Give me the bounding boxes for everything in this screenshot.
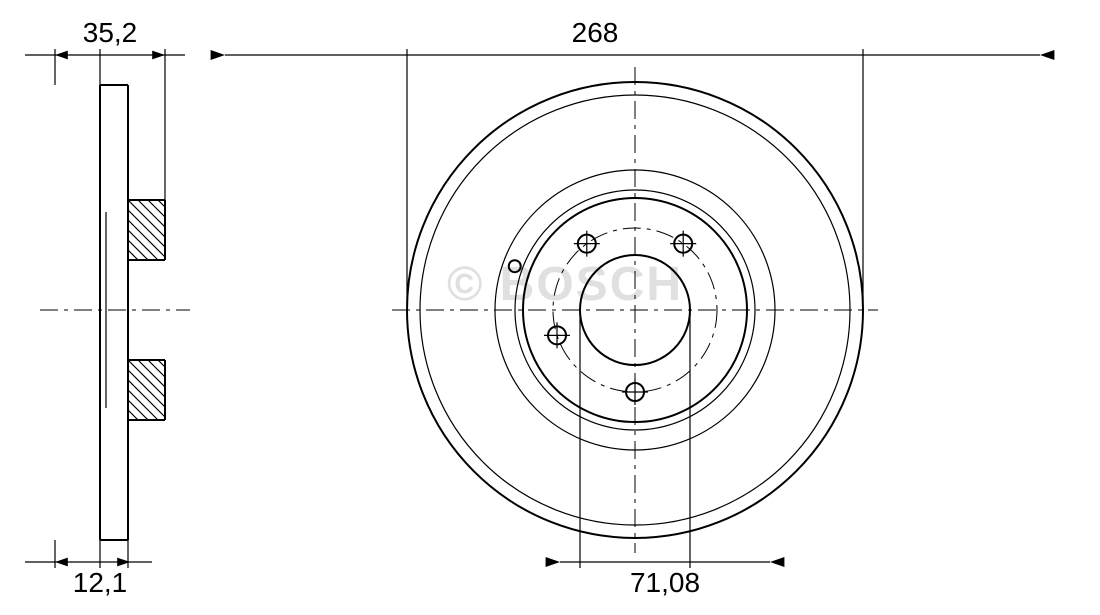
brake-disc-drawing: © BOSCH 35,2 268 12,1 71,08 bbox=[0, 0, 1100, 615]
dim-bore-diameter: 71,08 bbox=[630, 567, 700, 598]
side-view bbox=[40, 49, 190, 568]
dim-disc-diameter: 268 bbox=[572, 17, 619, 48]
watermark-text: © BOSCH bbox=[447, 258, 683, 311]
dim-disc-thickness: 12,1 bbox=[73, 567, 128, 598]
dim-hat-width: 35,2 bbox=[83, 17, 138, 48]
